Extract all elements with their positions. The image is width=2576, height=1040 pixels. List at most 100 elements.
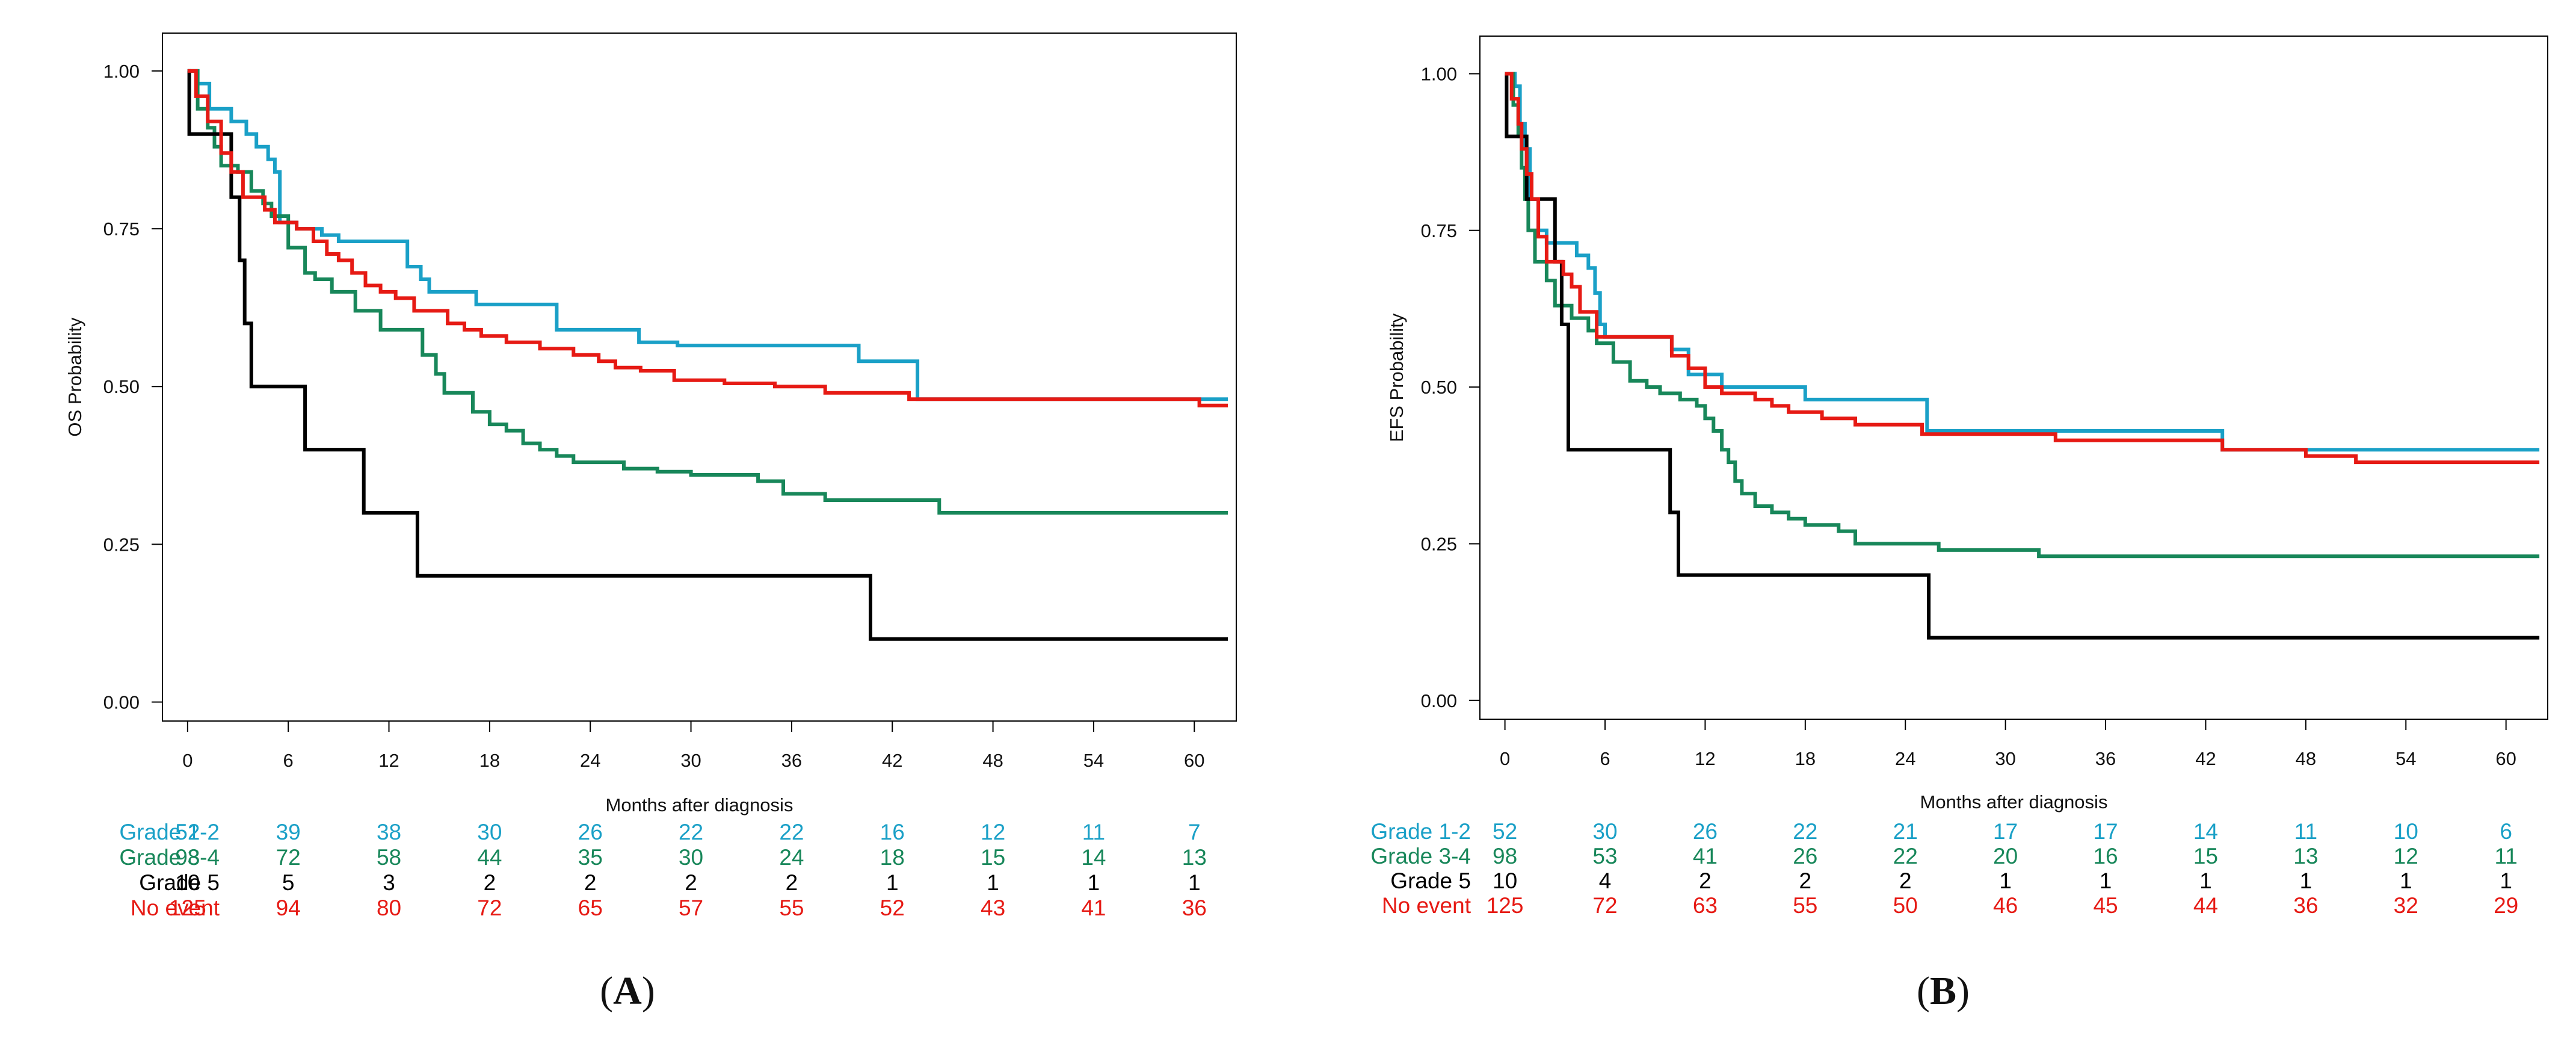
- panel-b-risk-value-grade-5: 4: [1599, 868, 1612, 893]
- panel-b-x-tick-label: 24: [1895, 748, 1915, 769]
- panel-a-risk-value-grade-1-2: 11: [1082, 820, 1105, 844]
- panel-b-risk-value-grade-3-4: 22: [1893, 844, 1918, 868]
- panel-b-risk-value-grade-1-2: 17: [2093, 819, 2118, 844]
- panel-a-risk-value-no-event: 41: [1081, 896, 1106, 920]
- panel-b-risk-value-grade-5: 1: [1999, 868, 2012, 893]
- panel-b-y-tick-label: 0.75: [1421, 220, 1457, 241]
- panel-a-x-tick-label: 30: [680, 750, 701, 771]
- panel-a-risk-value-grade-3-4: 44: [477, 845, 502, 870]
- panel-b-risk-value-no-event: 125: [1487, 893, 1524, 918]
- panel-b-x-tick-label: 36: [2095, 748, 2116, 769]
- panel-b-x-axis-label: Months after diagnosis: [1920, 791, 2108, 812]
- panel-a-risk-value-grade-1-2: 7: [1188, 820, 1201, 844]
- panel-b-y-tick-label: 0.00: [1421, 690, 1457, 711]
- panel-a-risk-value-grade-3-4: 15: [981, 845, 1005, 870]
- panel-b-risk-value-grade-1-2: 10: [2394, 819, 2418, 844]
- panel-b-x-tick-label: 60: [2495, 748, 2516, 769]
- panel-b-risk-value-grade-5: 1: [2300, 868, 2313, 893]
- panel-b-risk-value-grade-5: 10: [1493, 868, 1517, 893]
- panel-a-risk-value-grade-5: 1: [1088, 870, 1100, 895]
- panel-a-y-tick-label: 0.75: [103, 218, 140, 240]
- panel-a-x-tick-label: 18: [479, 750, 500, 771]
- panel-b-risk-value-grade-3-4: 11: [2494, 844, 2517, 868]
- panel-b-risk-label-grade-3-4: Grade 3-4: [1370, 844, 1471, 868]
- panel-a-risk-value-grade-5: 1: [1188, 870, 1201, 895]
- panel-b-risk-value-grade-3-4: 20: [1993, 844, 2018, 868]
- panel-a-risk-value-grade-1-2: 16: [880, 820, 905, 844]
- panel-a-y-tick-label: 0.25: [103, 534, 140, 555]
- panel-a-risk-value-no-event: 125: [169, 896, 206, 920]
- panel-a-x-tick-label: 54: [1083, 750, 1104, 771]
- panel-b-x-tick-label: 0: [1500, 748, 1510, 769]
- panel-b-risk-value-no-event: 63: [1693, 893, 1718, 918]
- panel-b-y-axis-label: EFS Probability: [1386, 313, 1407, 442]
- panel-a-curve-grade-5: [187, 69, 1228, 641]
- panel-b-curve-grade-5: [1505, 72, 2540, 640]
- panel-b-risk-value-grade-1-2: 22: [1793, 819, 1817, 844]
- panel-a-risk-label-grade-1-2: Grade 1-2: [119, 820, 220, 844]
- panel-b-risk-value-grade-1-2: 6: [2500, 819, 2512, 844]
- panel-b-x-tick-label: 12: [1695, 748, 1715, 769]
- panel-a-curve-no-event: [187, 69, 1228, 407]
- panel-a-risk-value-no-event: 52: [880, 896, 905, 920]
- panel-a-x-tick-label: 0: [182, 750, 193, 771]
- panel-b-chart: 0.000.250.500.751.000 6 12 18 24 30 36 42 48 54 60…: [1370, 36, 2548, 1013]
- panel-a-y-tick-label: 0.00: [103, 692, 140, 713]
- panel-a-risk-label-grade-3-4: Grade 3-4: [119, 845, 220, 870]
- panel-a-risk-value-no-event: 43: [981, 896, 1005, 920]
- panel-a-x-tick-label: 12: [378, 750, 399, 771]
- panel-a-x-tick-label: 24: [580, 750, 600, 771]
- panel-b-risk-value-no-event: 32: [2394, 893, 2418, 918]
- panel-a-risk-value-grade-3-4: 35: [578, 845, 603, 870]
- panel-a-risk-value-grade-5: 5: [282, 870, 295, 895]
- panel-b-risk-value-grade-3-4: 16: [2093, 844, 2118, 868]
- panel-b-risk-value-grade-1-2: 30: [1592, 819, 1617, 844]
- panel-b-risk-value-grade-3-4: 13: [2293, 844, 2318, 868]
- panel-a-risk-value-grade-3-4: 30: [679, 845, 703, 870]
- panel-a-risk-value-grade-5: 2: [584, 870, 597, 895]
- panel-b-risk-value-no-event: 45: [2093, 893, 2118, 918]
- panel-a-risk-value-grade-5: 2: [685, 870, 697, 895]
- panel-a-risk-value-grade-5: 2: [484, 870, 496, 895]
- panel-b-risk-value-grade-1-2: 11: [2294, 819, 2317, 844]
- panel-a-x-axis-label: Months after diagnosis: [606, 794, 793, 816]
- panel-a-risk-value-grade-1-2: 39: [276, 820, 301, 844]
- panel-a-y-tick-label: 1.00: [103, 61, 140, 82]
- panel-a-risk-value-grade-5: 1: [886, 870, 899, 895]
- panel-a-risk-value-no-event: 55: [779, 896, 804, 920]
- panel-a-risk-value-grade-5: 10: [175, 870, 200, 895]
- panel-a-risk-value-grade-3-4: 13: [1182, 845, 1207, 870]
- panel-a-label: (A): [600, 969, 655, 1013]
- panel-a-curve-grade-1-2: [187, 69, 1228, 401]
- panel-a-risk-value-grade-1-2: 22: [779, 820, 804, 844]
- panel-b-label: (B): [1917, 969, 1970, 1013]
- panel-b-risk-value-grade-1-2: 52: [1493, 819, 1517, 844]
- panel-a-risk-label-no-event: No event: [131, 896, 220, 920]
- panel-b-risk-value-no-event: 46: [1993, 893, 2018, 918]
- panel-b-risk-value-grade-5: 2: [1799, 868, 1812, 893]
- panel-a-risk-value-grade-5: 2: [786, 870, 798, 895]
- panel-a-risk-label-grade-5: Grade 5: [139, 870, 220, 895]
- panel-b-risk-value-grade-3-4: 12: [2394, 844, 2418, 868]
- panel-b-risk-label-grade-5: Grade 5: [1390, 868, 1471, 893]
- panel-a-x-tick-label: 36: [781, 750, 802, 771]
- panel-b-curve-grade-3-4: [1505, 72, 2540, 559]
- panel-b-risk-value-grade-3-4: 53: [1592, 844, 1617, 868]
- panel-a-risk-value-grade-3-4: 98: [175, 845, 200, 870]
- panel-a-risk-value-grade-5: 1: [987, 870, 999, 895]
- panel-b-curve-no-event: [1505, 72, 2540, 465]
- panel-a-risk-value-no-event: 94: [276, 896, 301, 920]
- panel-a-y-axis-label: OS Probability: [64, 317, 85, 437]
- panel-b-risk-value-grade-1-2: 17: [1993, 819, 2018, 844]
- panel-b-risk-label-no-event: No event: [1382, 893, 1471, 918]
- panel-a-risk-value-no-event: 57: [679, 896, 703, 920]
- panel-b-x-tick-label: 48: [2296, 748, 2316, 769]
- panel-b-risk-value-grade-1-2: 14: [2193, 819, 2218, 844]
- panel-a-y-tick-label: 0.50: [103, 376, 140, 397]
- panel-b-risk-value-grade-5: 1: [2199, 868, 2212, 893]
- panel-a-risk-value-no-event: 65: [578, 896, 603, 920]
- panel-b-risk-value-grade-3-4: 41: [1693, 844, 1718, 868]
- panel-b-risk-value-grade-5: 2: [1699, 868, 1712, 893]
- panel-a-risk-value-grade-3-4: 18: [880, 845, 905, 870]
